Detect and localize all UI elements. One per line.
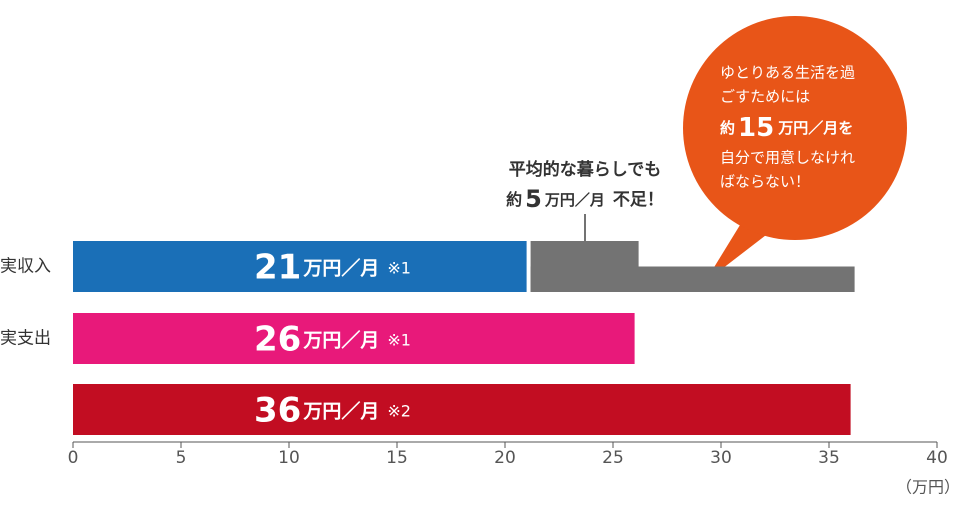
x-tick-label: 10 [278, 448, 300, 468]
bar-unit: 万円／月 [302, 328, 379, 351]
bubble-text: ばならない！ [720, 173, 810, 191]
bar [73, 241, 527, 292]
bar-note: ※1 [387, 258, 411, 277]
bar-value: 26 [254, 319, 301, 359]
category-label: 実支出 [0, 329, 51, 349]
x-tick-label: 5 [176, 448, 187, 468]
x-tick-label: 15 [386, 448, 408, 468]
bar-label: 26 万円／月 ※1 [254, 319, 411, 359]
bar-label: 36 万円／月 ※2 [254, 390, 411, 430]
annotation-unit: 万円／月 [544, 191, 605, 209]
bar-value: 21 [254, 247, 301, 287]
bar-unit: 万円／月 [302, 256, 379, 279]
annotation-value: 5 [525, 185, 542, 213]
annotation-text: 約 5 万円／月 不足！ [506, 185, 664, 213]
x-tick-label: 25 [602, 448, 624, 468]
x-tick-label: 0 [68, 448, 79, 468]
category-label: 実収入 [0, 257, 51, 277]
bubble-value: 15 [738, 113, 774, 143]
bar [73, 313, 635, 364]
bubble-text: 自分で用意しなけれ [720, 149, 855, 167]
x-tick-label: 30 [710, 448, 732, 468]
bar [73, 384, 851, 435]
speech-bubble [683, 16, 907, 240]
bubble-unit: 万円／月を [777, 119, 853, 137]
x-tick-label: 35 [818, 448, 840, 468]
bar-note: ※2 [387, 401, 411, 420]
bubble-prefix: 約 [720, 119, 735, 137]
bubble-text: ごすためには [720, 88, 810, 106]
bubble-text: 約 15 万円／月を [720, 113, 853, 143]
bar-note: ※1 [387, 330, 411, 349]
bar-value: 36 [254, 390, 301, 430]
annotation-suffix: 不足！ [613, 190, 664, 210]
shortfall-bar [530, 266, 855, 292]
bubble-text: ゆとりある生活を過 [720, 64, 855, 82]
bar-unit: 万円／月 [302, 399, 379, 422]
annotation-text: 平均的な暮らしでも [509, 159, 662, 180]
bar-label: 21 万円／月 ※1 [254, 247, 411, 287]
x-tick-label: 40 [926, 448, 948, 468]
annotation-prefix: 約 [506, 190, 522, 209]
x-tick-label: 20 [494, 448, 516, 468]
x-axis-label: （万円） [896, 478, 960, 497]
